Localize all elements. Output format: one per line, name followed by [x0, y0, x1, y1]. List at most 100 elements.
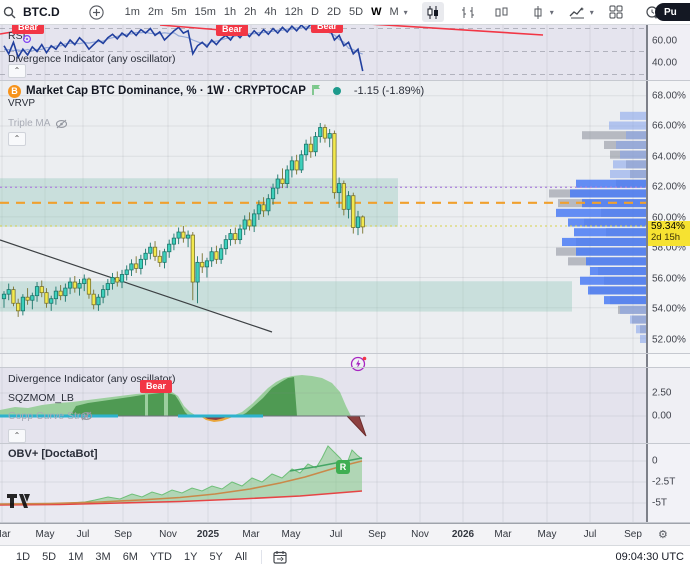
- osc-bear-label: Bear: [139, 380, 173, 393]
- vp-blue-bar: [613, 160, 646, 169]
- timeframe-2m[interactable]: 2m: [147, 6, 164, 18]
- sqzmom-red-wedge: [345, 415, 367, 437]
- candle: [233, 233, 238, 241]
- timeframe-12h[interactable]: 12h: [284, 6, 304, 18]
- layout-grid-icon[interactable]: [606, 2, 626, 22]
- hollow-candles-icon[interactable]: [491, 2, 512, 22]
- candle: [341, 183, 346, 210]
- candle-pattern-caret-icon[interactable]: ▾: [549, 7, 554, 17]
- time-label-2025: 2025: [196, 529, 220, 540]
- range-3M[interactable]: 3M: [95, 550, 111, 563]
- time-label-Mar: Mar: [494, 529, 512, 540]
- timeframe-2D[interactable]: 2D: [326, 6, 342, 18]
- eye-off-icon[interactable]: [80, 409, 93, 427]
- timeframe-list: 1m 2m 5m 15m 1h 2h 4h 12h D 2D 5D W M: [121, 6, 403, 18]
- rsi-settings-icon[interactable]: [22, 31, 32, 49]
- copp-curve-label[interactable]: Copp Curve Strat: [8, 410, 90, 422]
- pane-border: [0, 522, 690, 523]
- vp-blue-bar: [620, 305, 646, 314]
- chart-area[interactable]: 60.00 40.00 68.00% 66.00% 64.00% 62.00% 60.00%…: [0, 20, 690, 523]
- range-1Y[interactable]: 1Y: [183, 550, 198, 563]
- candle: [190, 234, 195, 283]
- range-YTD[interactable]: YTD: [149, 550, 172, 563]
- vrvp-label[interactable]: VRVP: [8, 98, 36, 109]
- candle: [115, 277, 120, 283]
- pane-border: [0, 353, 690, 354]
- sqzmom-label[interactable]: SQZMOM_LB: [8, 392, 74, 404]
- rsi-divergence-label[interactable]: Divergence Indicator (any oscillator): [8, 53, 176, 65]
- timeframe-M[interactable]: M: [389, 6, 399, 18]
- current-price: 59.34%: [651, 221, 685, 232]
- candle: [53, 290, 59, 300]
- candle: [30, 295, 35, 301]
- obv-ma-line: [0, 460, 363, 505]
- timeframe-5m[interactable]: 5m: [171, 6, 187, 18]
- timeframe-W[interactable]: W: [371, 6, 382, 18]
- eye-off-icon[interactable]: [55, 117, 68, 135]
- range-6M[interactable]: 6M: [122, 550, 138, 563]
- indicators-caret-icon[interactable]: ▾: [589, 7, 594, 17]
- time-label-Sep: Sep: [368, 529, 386, 540]
- price-scale-border: [646, 24, 648, 523]
- timeframe-1h[interactable]: 1h: [223, 6, 237, 18]
- main-scale-68.00%: 68.00%: [652, 90, 686, 102]
- candle: [6, 289, 11, 295]
- indicators-icon[interactable]: [566, 2, 589, 22]
- timeframe-15m[interactable]: 15m: [194, 6, 216, 18]
- status-dot-icon[interactable]: [332, 87, 341, 95]
- main-scale-64.00%: 64.00%: [652, 151, 686, 163]
- search-icon[interactable]: [0, 2, 19, 22]
- candle: [275, 178, 280, 189]
- timeframe-D[interactable]: D: [311, 6, 319, 18]
- obv-label[interactable]: OBV+ [DoctaBot]: [8, 448, 98, 460]
- timeframe-caret-icon[interactable]: ▾: [403, 7, 408, 17]
- obv-scale--5T: -5T: [652, 497, 667, 509]
- vp-blue-bar: [580, 276, 646, 285]
- candle-pattern-icon[interactable]: [528, 2, 549, 22]
- price-scale[interactable]: [648, 24, 690, 523]
- range-5D[interactable]: 5D: [42, 550, 57, 563]
- osc-divergence-label[interactable]: Divergence Indicator (any oscillator): [8, 373, 176, 385]
- publish-button[interactable]: Pu: [655, 3, 690, 21]
- main-scale-54.00%: 54.00%: [652, 303, 686, 315]
- axis-settings-gear-icon[interactable]: ⚙: [658, 529, 668, 541]
- tradingview-logo: [7, 494, 31, 514]
- lightning-indicator-icon[interactable]: [350, 355, 368, 378]
- add-symbol-icon[interactable]: [86, 2, 107, 22]
- candlestick-style-icon[interactable]: [421, 2, 444, 22]
- candle: [346, 195, 351, 210]
- vp-blue-bar: [556, 208, 646, 217]
- symbol-name[interactable]: BTC.D: [23, 5, 60, 19]
- flag-icon[interactable]: [311, 82, 322, 100]
- range-1M[interactable]: 1M: [68, 550, 84, 563]
- clock[interactable]: 09:04:30 UTC: [615, 550, 684, 563]
- collapse-osc-pane-icon[interactable]: ⌃: [8, 429, 26, 443]
- chart-title[interactable]: Market Cap BTC Dominance, % · 1W · CRYPT…: [26, 85, 306, 97]
- timeframe-2h[interactable]: 2h: [244, 6, 257, 18]
- obv-top-line: [0, 445, 363, 505]
- collapse-rsi-pane-icon[interactable]: ⌃: [8, 64, 26, 78]
- bar-style-icon[interactable]: [458, 2, 479, 22]
- candle: [351, 195, 356, 228]
- candle: [322, 127, 328, 139]
- range-5Y[interactable]: 5Y: [209, 550, 223, 563]
- candle: [204, 260, 210, 268]
- pane-border: [0, 367, 690, 368]
- time-label-2026: 2026: [451, 529, 475, 540]
- range-1D[interactable]: 1D: [16, 550, 31, 563]
- range-All[interactable]: All: [234, 550, 248, 563]
- main-scale-66.00%: 66.00%: [652, 120, 686, 132]
- timeframe-5D[interactable]: 5D: [349, 6, 364, 18]
- vp-blue-bar: [640, 334, 646, 343]
- time-axis[interactable]: ⚙ Mar May Jul Sep Nov 2025 Mar May Jul Sep Nov 2026…: [0, 523, 690, 546]
- go-to-date-calendar-icon[interactable]: [270, 547, 290, 566]
- timeframe-1m[interactable]: 1m: [124, 6, 140, 18]
- pane-separator[interactable]: [0, 353, 690, 367]
- bottom-toolbar: 1D 5D 1M 3M 6M YTD 1Y 5Y All 09:04:30 UTC: [0, 545, 690, 566]
- triple-ma-label[interactable]: Triple MA: [8, 118, 51, 129]
- collapse-main-pane-icon[interactable]: ⌃: [8, 132, 26, 146]
- vp-blue-bar: [590, 267, 646, 276]
- timeframe-4h[interactable]: 4h: [264, 6, 277, 18]
- candle: [63, 287, 68, 297]
